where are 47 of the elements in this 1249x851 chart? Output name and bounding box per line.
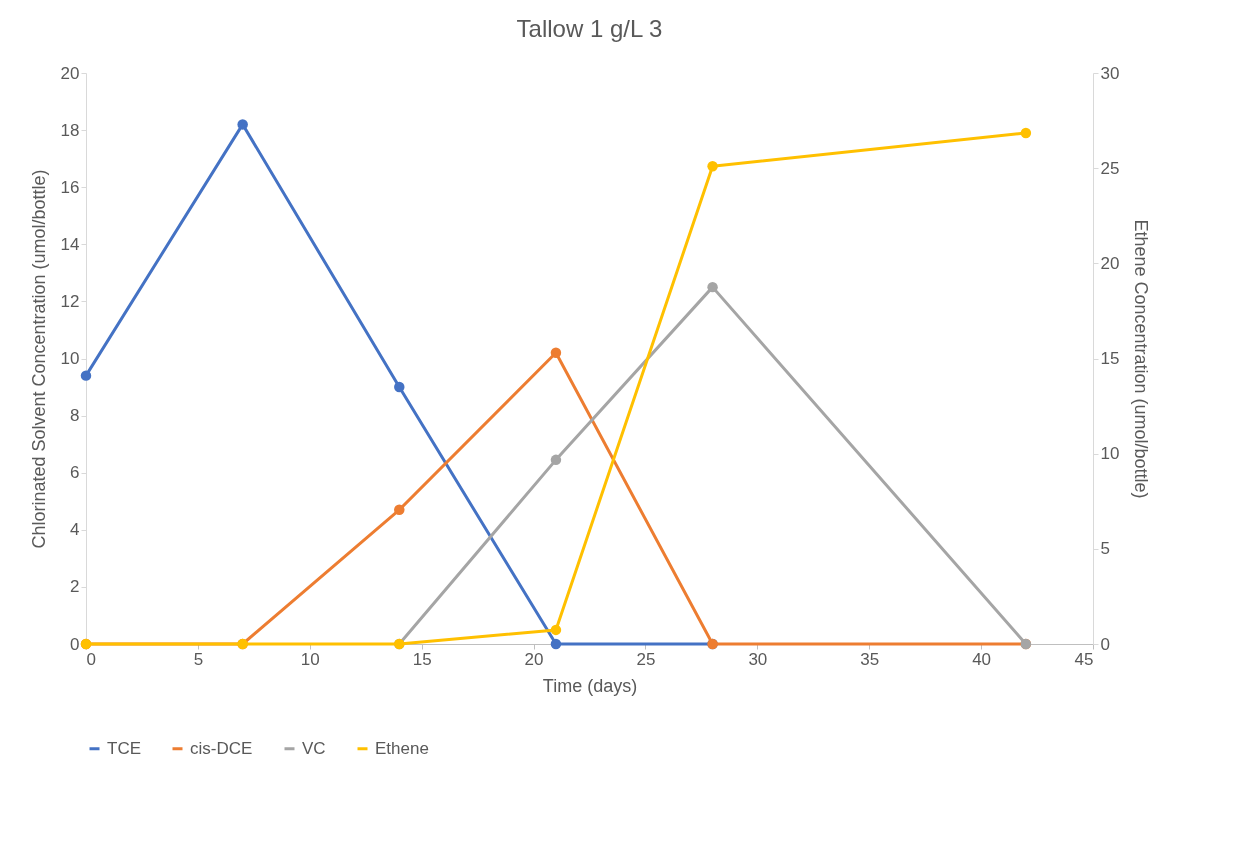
x-tick-label: 45: [1074, 649, 1094, 669]
point: [707, 281, 718, 293]
y-tick-label: 16: [60, 177, 80, 197]
x-tick-label: 10: [300, 649, 320, 669]
point: [550, 347, 562, 359]
point: [550, 638, 562, 650]
point: [237, 119, 248, 130]
y-tick-label: 20: [60, 63, 80, 83]
point: [550, 624, 562, 636]
x-tick-label: 40: [972, 649, 992, 669]
y2-tick-label: 15: [1100, 349, 1120, 368]
y2-tick-label: 30: [1100, 63, 1120, 83]
y2-tick-label: 25: [1100, 158, 1120, 178]
y2-tick-label: 10: [1100, 444, 1120, 464]
y-tick-label: 12: [60, 291, 80, 311]
legend-label: VC: [302, 738, 326, 758]
point: [1020, 127, 1032, 139]
y-tick-label: 8: [70, 406, 80, 426]
legend-label: TCE: [107, 738, 141, 758]
y-tick-label: 4: [70, 520, 80, 540]
x-tick-label: 15: [412, 649, 432, 669]
y-tick-label: 6: [70, 463, 80, 483]
point: [550, 454, 562, 466]
x-tick-label: 20: [524, 649, 544, 669]
y2-tick-label: 20: [1100, 253, 1120, 273]
y2-axis-title: Ethene Concentration (umol/bottle): [1131, 219, 1152, 499]
x-tick-label: 5: [193, 649, 204, 669]
y-tick-label: 10: [60, 349, 80, 368]
point: [80, 370, 92, 381]
x-tick-label: 0: [86, 649, 96, 669]
y-tick-label: 0: [70, 634, 80, 654]
x-tick-label: 30: [748, 649, 768, 669]
point: [394, 504, 405, 516]
legend-label: Ethene: [375, 738, 429, 758]
x-axis-title: Time (days): [542, 675, 638, 696]
x-tick-label: 35: [860, 649, 880, 669]
point: [707, 161, 718, 172]
y2-tick-label: 5: [1100, 539, 1110, 559]
y-tick-label: 14: [60, 234, 80, 254]
y-tick-label: 18: [60, 120, 80, 140]
chart-title: Tallow 1 g/L 3: [516, 15, 663, 42]
y-axis-title: Chlorinated Solvent Concentration (umol/bottle): [28, 169, 49, 549]
point: [394, 381, 405, 393]
y2-tick-label: 0: [1100, 634, 1110, 654]
legend-label: cis-DCE: [190, 738, 253, 758]
x-tick-label: 25: [636, 649, 656, 669]
y-tick-label: 2: [70, 577, 80, 597]
